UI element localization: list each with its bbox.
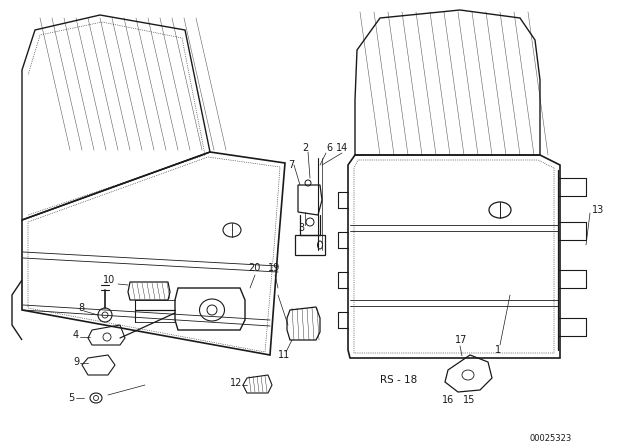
Text: 8: 8	[78, 303, 84, 313]
Text: 10: 10	[103, 275, 115, 285]
Text: 7: 7	[288, 160, 294, 170]
Text: 16: 16	[442, 395, 454, 405]
Text: 20: 20	[248, 263, 260, 273]
Text: 2: 2	[302, 143, 308, 153]
Text: 1: 1	[495, 345, 501, 355]
Text: 19: 19	[268, 263, 280, 273]
Text: 9: 9	[73, 357, 79, 367]
Text: 14: 14	[336, 143, 348, 153]
Text: 11: 11	[278, 350, 291, 360]
Text: 6: 6	[326, 143, 332, 153]
Text: RS - 18: RS - 18	[380, 375, 417, 385]
Text: 00025323: 00025323	[530, 434, 572, 443]
Text: 12: 12	[230, 378, 243, 388]
Text: 5: 5	[68, 393, 74, 403]
Text: 3: 3	[298, 223, 304, 233]
Text: 4: 4	[73, 330, 79, 340]
Text: 17: 17	[455, 335, 467, 345]
Text: 15: 15	[463, 395, 476, 405]
Text: 13: 13	[592, 205, 604, 215]
